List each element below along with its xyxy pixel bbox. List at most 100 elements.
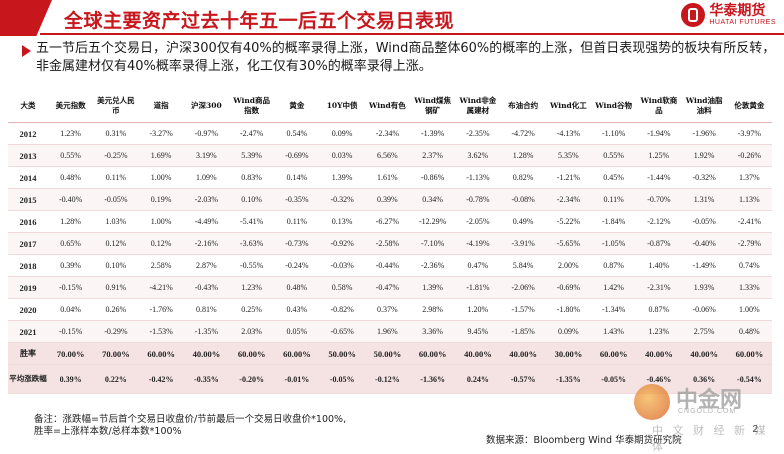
- column-header: 黄金: [274, 90, 320, 123]
- column-header: Wind煤焦钢矿: [410, 90, 456, 123]
- table-cell: 2.75%: [681, 320, 727, 343]
- table-row: 2016 1.28% 1.03% 1.00% -4.49% -5.41% 0.11% 0.13…: [8, 210, 772, 233]
- table-row: 2013 0.55% -0.25% 1.69% 3.19% 5.39% -0.69% 0.03…: [8, 144, 772, 167]
- watermark: 中金网 CNGOLD.COM 中 文 财 经 新 媒 体: [630, 378, 780, 453]
- table-cell: 1.37%: [726, 166, 772, 189]
- table-cell: -5.65%: [545, 232, 591, 255]
- table-cell: 0.87%: [636, 298, 682, 321]
- column-header: 伦敦黄金: [726, 90, 772, 123]
- table-cell: 1.96%: [364, 320, 410, 343]
- table-cell: 1.39%: [410, 276, 456, 299]
- table-cell: -0.24%: [274, 254, 320, 277]
- table-cell: -0.25%: [93, 144, 139, 167]
- table-cell: 70.00%: [93, 342, 139, 365]
- table-cell: -1.05%: [591, 232, 637, 255]
- table-cell: -1.96%: [681, 122, 727, 145]
- table-cell: 0.10%: [93, 254, 139, 277]
- table-cell: 30.00%: [545, 342, 591, 365]
- table-cell: -0.05%: [591, 364, 637, 394]
- table-cell: -1.36%: [410, 364, 456, 394]
- table-cell: -0.47%: [364, 276, 410, 299]
- table-cell: -4.13%: [545, 122, 591, 145]
- table-cell: -5.41%: [229, 210, 275, 233]
- table-cell: -0.26%: [726, 144, 772, 167]
- table-cell: 0.09%: [319, 122, 365, 145]
- table-cell: -0.82%: [319, 298, 365, 321]
- table-cell: 1.28%: [48, 210, 94, 233]
- table-cell: -0.35%: [183, 364, 229, 394]
- column-header: 沪深300: [183, 90, 229, 123]
- table-cell: 2.98%: [410, 298, 456, 321]
- table-cell: 40.00%: [183, 342, 229, 365]
- table-cell: -12.29%: [410, 210, 456, 233]
- table-cell: -0.92%: [319, 232, 365, 255]
- table-cell: -7.10%: [410, 232, 456, 255]
- table-cell: 0.91%: [93, 276, 139, 299]
- table-cell: -2.79%: [726, 232, 772, 255]
- column-header: 美元兑人民币: [93, 90, 139, 123]
- table-cell: 0.09%: [545, 320, 591, 343]
- table-cell: -3.97%: [726, 122, 772, 145]
- header-accent-shape: [0, 0, 52, 36]
- table-cell: -1.76%: [138, 298, 184, 321]
- table-cell: -1.44%: [636, 166, 682, 189]
- table-cell: 2.00%: [545, 254, 591, 277]
- table-cell: 1.23%: [229, 276, 275, 299]
- row-year: 2017: [8, 232, 48, 255]
- table-cell: -0.78%: [455, 188, 501, 211]
- table-row: 2021 -0.15% -0.29% -1.53% -1.35% 2.03% 0.05% -0…: [8, 320, 772, 343]
- table-cell: -0.44%: [364, 254, 410, 277]
- column-header: Wind化工: [545, 90, 591, 123]
- table-cell: -2.06%: [500, 276, 546, 299]
- column-header: 美元指数: [48, 90, 94, 123]
- table-cell: 1.00%: [138, 210, 184, 233]
- company-logo: 华泰期货 HUATAI FUTURES: [681, 3, 776, 27]
- table-row: 2015 -0.40% -0.05% 0.19% -2.03% 0.10% -0.35% -0…: [8, 188, 772, 211]
- row-year: 2015: [8, 188, 48, 211]
- table-cell: 1.61%: [364, 166, 410, 189]
- table-cell: 0.81%: [183, 298, 229, 321]
- table-cell: 70.00%: [48, 342, 94, 365]
- table-cell: 0.12%: [138, 232, 184, 255]
- table-cell: -0.03%: [319, 254, 365, 277]
- table-cell: 0.54%: [274, 122, 320, 145]
- table-cell: 0.65%: [48, 232, 94, 255]
- table-cell: 0.13%: [319, 210, 365, 233]
- table-cell: -0.15%: [48, 276, 94, 299]
- watermark-tagline: 中 文 财 经 新 媒 体: [652, 424, 769, 453]
- note-line-2: 胜率=上涨样本数/总样本数*100%: [34, 426, 182, 437]
- table-cell: 1.00%: [138, 166, 184, 189]
- table-cell: 50.00%: [319, 342, 365, 365]
- table-cell: 0.22%: [93, 364, 139, 394]
- table-cell: 40.00%: [500, 342, 546, 365]
- column-header: 道指: [138, 90, 184, 123]
- table-notes: 备注：涨跌幅=节后首个交易日收盘价/节前最后一个交易日收盘价*100%, 胜率=…: [34, 414, 346, 438]
- table-cell: -3.63%: [229, 232, 275, 255]
- table-cell: 1.92%: [681, 144, 727, 167]
- table-cell: 0.87%: [591, 254, 637, 277]
- table-cell: 1.28%: [500, 144, 546, 167]
- table-cell: 1.93%: [681, 276, 727, 299]
- table-row: 2018 0.39% 0.10% 2.58% 2.87% -0.55% -0.24% -0.0…: [8, 254, 772, 277]
- table-cell: 60.00%: [726, 342, 772, 365]
- table-cell: -5.22%: [545, 210, 591, 233]
- table-cell: 1.03%: [93, 210, 139, 233]
- table-cell: 2.37%: [410, 144, 456, 167]
- table-cell: -2.31%: [636, 276, 682, 299]
- row-year: 2013: [8, 144, 48, 167]
- table-cell: -0.73%: [274, 232, 320, 255]
- column-header: Wind商品指数: [229, 90, 275, 123]
- table-cell: 0.74%: [726, 254, 772, 277]
- row-year: 2012: [8, 122, 48, 145]
- note-line-1: 备注：涨跌幅=节后首个交易日收盘价/节前最后一个交易日收盘价*100%,: [34, 414, 347, 425]
- triangle-bullet-icon: [22, 45, 31, 57]
- table-cell: -0.97%: [183, 122, 229, 145]
- table-cell: -0.40%: [48, 188, 94, 211]
- table-cell: -0.86%: [410, 166, 456, 189]
- row-year: 2016: [8, 210, 48, 233]
- table-cell: -2.12%: [636, 210, 682, 233]
- table-cell: -1.34%: [591, 298, 637, 321]
- table-cell: 9.45%: [455, 320, 501, 343]
- table-cell: 0.03%: [319, 144, 365, 167]
- column-header: Wind有色: [364, 90, 410, 123]
